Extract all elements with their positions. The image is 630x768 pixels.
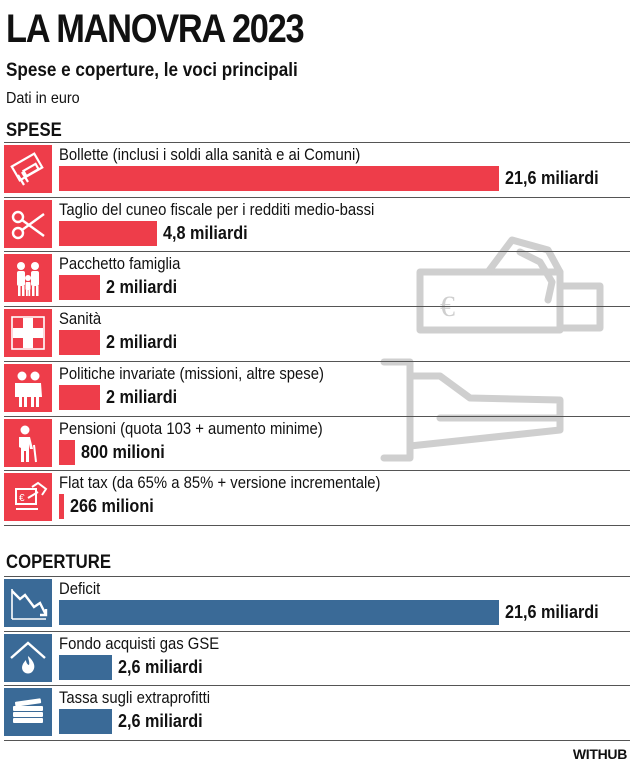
row-divider [4,576,630,577]
chart-subtitle: Spese e coperture, le voci principali [6,60,298,81]
row-divider [4,470,630,472]
value-label-elderly-couple: 2 miliardi [105,386,177,407]
row-divider [4,306,630,308]
bar-label-medical-cross: Sanità [59,310,102,329]
bar-scissors [59,220,157,246]
bill-icon [4,145,52,193]
deficit-chart-icon [4,579,52,627]
row-divider [4,740,630,742]
gas-flame-icon [4,633,52,682]
section-heading-coperture: COPERTURE [6,552,111,573]
value-label-medical-cross: 2 miliardi [105,332,177,353]
money-stack-icon [4,688,52,737]
bar-family [59,275,100,301]
unit-note: Dati in euro [6,90,80,107]
bar-label-money-stack: Tassa sugli extraprofitti [59,689,211,708]
elderly-person-icon [4,418,52,467]
medical-cross-icon [4,309,52,358]
bar-deficit-chart [59,600,499,625]
value-label-bill: 21,6 miliardi [505,168,599,188]
chart-title: LA MANOVRA 2023 [6,7,305,51]
svg-text:€: € [19,493,25,504]
bar-label-flat-tax: Flat tax (da 65% a 85% + versione increm… [59,474,381,493]
row-divider [4,685,630,687]
family-icon [4,254,52,303]
row-divider [4,630,630,632]
section-heading-spese: SPESE [6,120,62,141]
bar-label-elderly-couple: Politiche invariate (missioni, altre spe… [59,364,324,383]
bar-label-elderly-person: Pensioni (quota 103 + aumento minime) [59,419,323,438]
row-divider [4,251,630,253]
value-label-scissors: 4,8 miliardi [162,222,248,243]
bar-flat-tax [59,494,65,520]
row-divider [4,360,630,362]
bar-gas-flame [59,654,112,680]
bar-elderly-couple [59,384,100,410]
elderly-couple-icon [4,363,52,412]
value-label-elderly-person: 800 milioni [81,441,166,462]
value-label-money-stack: 2,6 miliardi [117,711,203,732]
row-divider [4,524,630,526]
value-label-family: 2 miliardi [105,277,177,298]
bar-label-gas-flame: Fondo acquisti gas GSE [59,634,220,653]
bar-bill [59,166,499,191]
bar-elderly-person [59,439,76,465]
value-label-flat-tax: 266 milioni [70,496,155,517]
bar-money-stack [59,709,112,735]
scissors-icon [4,199,52,248]
bar-label-bill: Bollette (inclusi i soldi alla sanità e … [59,146,361,164]
value-label-deficit-chart: 21,6 miliardi [505,602,599,622]
bar-label-family: Pacchetto famiglia [59,255,181,274]
value-label-gas-flame: 2,6 miliardi [117,656,203,677]
row-divider [4,196,630,198]
bar-medical-cross [59,330,100,356]
bar-label-scissors: Taglio del cuneo fiscale per i redditi m… [59,200,375,219]
publisher-logo: WITHUB [572,746,627,762]
row-divider [4,415,630,417]
row-divider [4,142,630,143]
flat-tax-icon: € [4,473,52,522]
bar-label-deficit-chart: Deficit [59,580,101,598]
